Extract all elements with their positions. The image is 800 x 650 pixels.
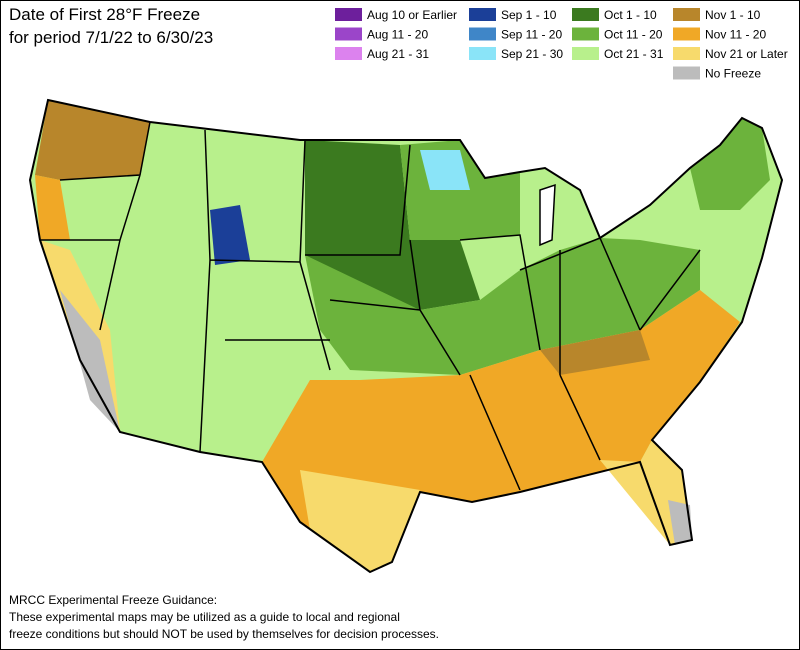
legend-label: Oct 11 - 20 (604, 28, 663, 42)
legend-label: Aug 21 - 31 (367, 47, 429, 61)
legend-label: Nov 11 - 20 (705, 28, 766, 42)
footer-line: MRCC Experimental Freeze Guidance: (9, 593, 217, 607)
legend-label: Sep 11 - 20 (501, 28, 562, 42)
legend-label: Oct 1 - 10 (604, 8, 657, 22)
legend-swatch (469, 27, 496, 41)
region (420, 150, 470, 190)
legend-swatch (335, 8, 362, 21)
region (668, 500, 692, 545)
region (540, 330, 650, 375)
legend-label: Nov 21 or Later (705, 47, 788, 61)
region (300, 470, 420, 572)
legend-swatch (572, 27, 599, 41)
state-lines (40, 121, 701, 491)
legend-swatch (335, 47, 362, 60)
legend-label: Sep 1 - 10 (501, 8, 557, 22)
region (305, 238, 700, 375)
title: Date of First 28°F Freeze (9, 5, 200, 24)
footer-line: These experimental maps may be utilized … (9, 610, 400, 624)
outline (28, 98, 784, 574)
lake-michigan (539, 183, 556, 247)
region (60, 290, 120, 432)
region (35, 100, 150, 180)
legend-swatch (673, 8, 700, 21)
legend-label: Aug 10 or Earlier (367, 8, 457, 22)
region (305, 140, 480, 310)
region (35, 175, 70, 240)
legend-swatch (673, 66, 700, 80)
legend-swatch (469, 47, 496, 60)
legend-swatch (572, 8, 599, 21)
legend-label: Sep 21 - 30 (501, 47, 563, 61)
legend: Aug 10 or Earlier Aug 11 - 20 Aug 21 - 31 S… (335, 8, 788, 81)
legend-label: Oct 21 - 31 (604, 47, 664, 61)
map (28, 98, 784, 574)
legend-swatch (572, 47, 599, 60)
subtitle: for period 7/1/22 to 6/30/23 (9, 28, 213, 47)
legend-swatch (673, 27, 700, 41)
legend-swatch (469, 8, 496, 21)
legend-swatch (335, 27, 362, 41)
legend-swatch (673, 47, 700, 60)
footer-line: freeze conditions but should NOT be used… (9, 627, 439, 641)
region (210, 205, 250, 265)
legend-label: Aug 11 - 20 (367, 28, 428, 42)
region (690, 118, 770, 210)
legend-label: No Freeze (705, 67, 761, 81)
legend-label: Nov 1 - 10 (705, 8, 761, 22)
